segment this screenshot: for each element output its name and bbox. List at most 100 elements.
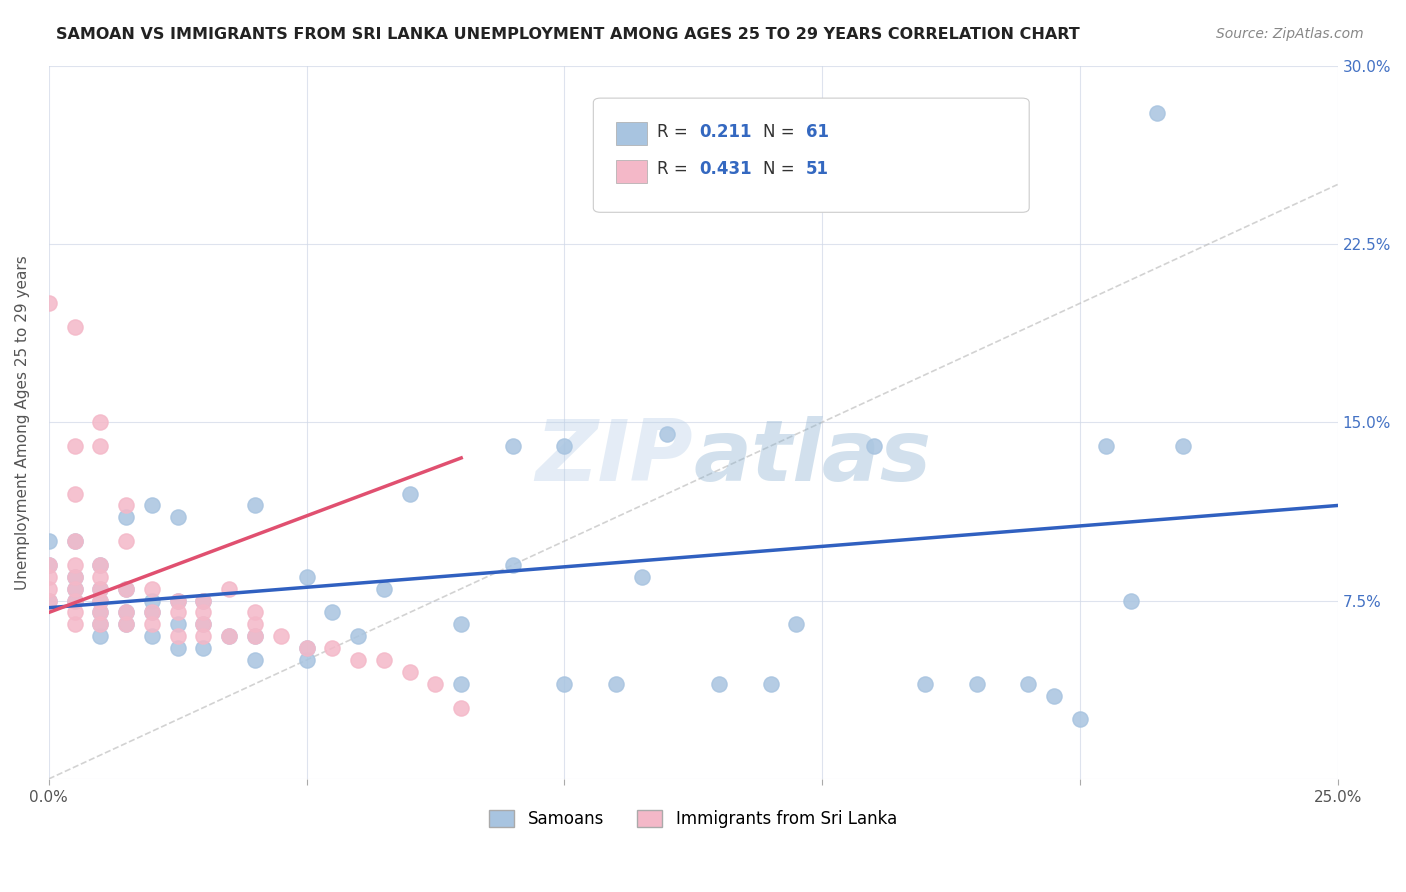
- Point: [295, 653, 318, 667]
- Point: [89, 629, 111, 643]
- Point: [63, 570, 86, 584]
- Point: [115, 606, 138, 620]
- Point: [141, 582, 163, 596]
- Point: [1069, 713, 1091, 727]
- Point: [89, 570, 111, 584]
- Point: [218, 629, 240, 643]
- Point: [141, 606, 163, 620]
- Point: [166, 617, 188, 632]
- Point: [115, 617, 138, 632]
- Point: [63, 593, 86, 607]
- Point: [321, 641, 343, 656]
- Point: [115, 534, 138, 549]
- Point: [89, 558, 111, 572]
- Point: [630, 570, 652, 584]
- Text: 25.0%: 25.0%: [1313, 790, 1362, 805]
- Legend: Samoans, Immigrants from Sri Lanka: Samoans, Immigrants from Sri Lanka: [482, 804, 904, 835]
- Point: [141, 499, 163, 513]
- Point: [605, 677, 627, 691]
- Point: [1094, 439, 1116, 453]
- Point: [38, 593, 60, 607]
- Point: [115, 582, 138, 596]
- Point: [38, 296, 60, 310]
- Point: [1171, 439, 1194, 453]
- Point: [63, 617, 86, 632]
- Point: [270, 629, 292, 643]
- Point: [243, 653, 266, 667]
- Point: [166, 641, 188, 656]
- Point: [193, 641, 215, 656]
- Point: [347, 653, 370, 667]
- Point: [89, 617, 111, 632]
- Point: [450, 700, 472, 714]
- Point: [193, 617, 215, 632]
- Text: N =: N =: [763, 123, 800, 141]
- Point: [141, 617, 163, 632]
- Point: [63, 534, 86, 549]
- Point: [63, 582, 86, 596]
- Point: [38, 570, 60, 584]
- Point: [115, 617, 138, 632]
- Point: [89, 582, 111, 596]
- Point: [166, 593, 188, 607]
- Point: [89, 439, 111, 453]
- Point: [166, 593, 188, 607]
- Point: [38, 582, 60, 596]
- Point: [115, 499, 138, 513]
- Point: [166, 606, 188, 620]
- Point: [63, 558, 86, 572]
- Point: [450, 617, 472, 632]
- Text: 0.431: 0.431: [699, 161, 751, 178]
- Point: [89, 582, 111, 596]
- Text: 0.0%: 0.0%: [30, 790, 67, 805]
- Point: [115, 606, 138, 620]
- Y-axis label: Unemployment Among Ages 25 to 29 years: Unemployment Among Ages 25 to 29 years: [15, 255, 30, 590]
- Point: [398, 486, 420, 500]
- Text: atlas: atlas: [693, 417, 931, 500]
- Point: [243, 606, 266, 620]
- Point: [141, 593, 163, 607]
- Point: [502, 558, 524, 572]
- Point: [243, 629, 266, 643]
- Point: [63, 593, 86, 607]
- Point: [373, 653, 395, 667]
- Point: [295, 570, 318, 584]
- Point: [115, 510, 138, 524]
- Point: [347, 629, 370, 643]
- Point: [89, 617, 111, 632]
- Point: [785, 617, 807, 632]
- Point: [38, 558, 60, 572]
- Point: [38, 558, 60, 572]
- Text: 0.211: 0.211: [699, 123, 751, 141]
- Point: [450, 677, 472, 691]
- Point: [89, 606, 111, 620]
- Text: R =: R =: [657, 123, 693, 141]
- Point: [63, 320, 86, 334]
- Point: [166, 629, 188, 643]
- Point: [295, 641, 318, 656]
- Point: [63, 439, 86, 453]
- Point: [862, 439, 884, 453]
- Text: R =: R =: [657, 161, 693, 178]
- Point: [398, 665, 420, 679]
- Point: [193, 629, 215, 643]
- Point: [1146, 106, 1168, 120]
- Point: [373, 582, 395, 596]
- Point: [759, 677, 782, 691]
- Point: [141, 629, 163, 643]
- Point: [914, 677, 936, 691]
- Point: [1121, 593, 1143, 607]
- Point: [63, 570, 86, 584]
- Point: [295, 641, 318, 656]
- Point: [502, 439, 524, 453]
- Text: 61: 61: [806, 123, 828, 141]
- Point: [657, 427, 679, 442]
- Point: [707, 677, 730, 691]
- Point: [243, 617, 266, 632]
- Point: [218, 582, 240, 596]
- Point: [243, 629, 266, 643]
- Point: [966, 677, 988, 691]
- Point: [89, 558, 111, 572]
- Point: [63, 486, 86, 500]
- Point: [141, 606, 163, 620]
